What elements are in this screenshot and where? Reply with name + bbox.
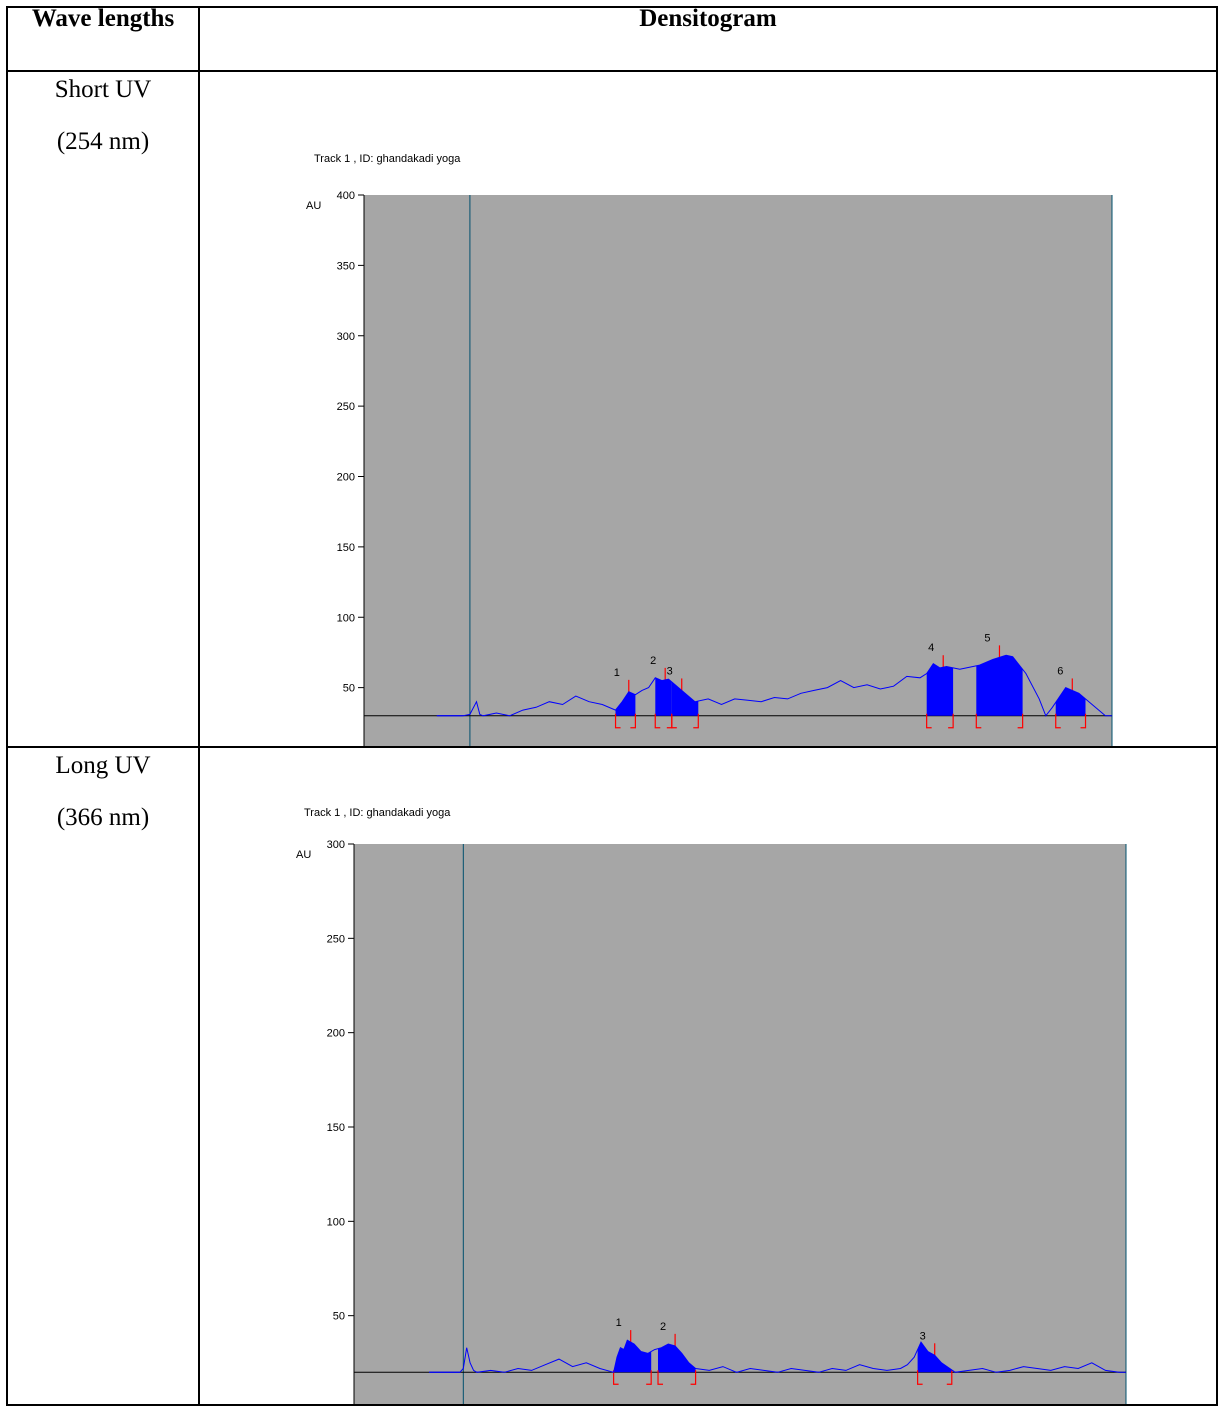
peak-end-bracket bbox=[693, 713, 699, 729]
plot-area bbox=[364, 195, 1112, 746]
densitogram-table: Wave lengths Densitogram Short UV (254 n… bbox=[6, 6, 1218, 1406]
y-tick-label: 100 bbox=[337, 612, 355, 624]
peak-start-bracket bbox=[657, 1370, 664, 1385]
peak-label: 3 bbox=[920, 1330, 926, 1342]
wavelength-header: Wave lengths bbox=[6, 6, 200, 72]
densitogram-header: Densitogram bbox=[198, 6, 1218, 72]
short-uv-chart-cell: Track 1 , ID: ghandakadi yoga05010015020… bbox=[198, 70, 1218, 748]
peak-area bbox=[976, 655, 1023, 716]
peak-area bbox=[655, 677, 672, 716]
peak-end-bracket bbox=[946, 1370, 953, 1385]
y-tick-label: 250 bbox=[327, 933, 345, 945]
y-tick-label: 100 bbox=[327, 1216, 345, 1228]
y-tick-label: 200 bbox=[327, 1028, 345, 1040]
y-tick-label: 50 bbox=[333, 1311, 345, 1323]
peak-area bbox=[658, 1344, 696, 1373]
peak-start-bracket bbox=[917, 1370, 923, 1385]
y-axis-label: AU bbox=[306, 200, 321, 212]
peak-end-bracket bbox=[1017, 713, 1024, 729]
chart-title: Track 1 , ID: ghandakadi yoga bbox=[314, 153, 461, 165]
short-uv-densitogram: Track 1 , ID: ghandakadi yoga05010015020… bbox=[306, 153, 1113, 746]
short-uv-cell: Short UV (254 nm) bbox=[6, 70, 200, 748]
peak-area bbox=[917, 1343, 952, 1373]
long-uv-cell: Long UV (366 nm) bbox=[6, 746, 200, 1406]
peak-end-bracket bbox=[948, 713, 954, 729]
peak-area bbox=[613, 1340, 652, 1373]
short-uv-label: Short UV bbox=[54, 76, 152, 103]
peak-end-bracket bbox=[690, 1370, 697, 1385]
peak-label: 5 bbox=[984, 632, 990, 644]
peak-label: 1 bbox=[616, 1317, 622, 1329]
peak-label: 3 bbox=[667, 665, 673, 677]
y-tick-label: 250 bbox=[337, 401, 355, 413]
peak-area bbox=[926, 663, 954, 716]
short-uv-wavelength: (254 nm) bbox=[56, 128, 150, 155]
short-uv-row: Short UV (254 nm) Track 1 , ID: ghandaka… bbox=[6, 70, 1218, 748]
y-tick-label: 150 bbox=[327, 1122, 345, 1134]
peak-start-bracket bbox=[1055, 713, 1061, 729]
peak-label: 2 bbox=[650, 655, 656, 667]
header-row: Wave lengths Densitogram bbox=[6, 6, 1218, 72]
peak-label: 1 bbox=[614, 667, 620, 679]
y-tick-label: 300 bbox=[337, 331, 355, 343]
long-uv-densitogram: Track 1 , ID: ghandakadi yoga05010015020… bbox=[296, 807, 1127, 1404]
long-uv-chart-cell: Track 1 , ID: ghandakadi yoga05010015020… bbox=[198, 746, 1218, 1406]
peak-start-bracket bbox=[613, 1370, 619, 1385]
peak-label: 2 bbox=[660, 1321, 666, 1333]
y-tick-label: 350 bbox=[337, 260, 355, 272]
densitogram-trace bbox=[436, 654, 1112, 717]
peak-label: 4 bbox=[928, 642, 934, 654]
chart-title: Track 1 , ID: ghandakadi yoga bbox=[304, 807, 451, 819]
peak-end-bracket bbox=[630, 713, 636, 729]
y-tick-label: 200 bbox=[337, 472, 355, 484]
long-uv-label: Long UV bbox=[55, 752, 151, 779]
peak-area bbox=[1055, 687, 1086, 716]
peak-start-bracket bbox=[654, 713, 661, 729]
y-tick-label: 150 bbox=[337, 542, 355, 554]
long-uv-wavelength: (366 nm) bbox=[56, 804, 150, 831]
y-tick-label: 300 bbox=[327, 839, 345, 851]
y-tick-label: 400 bbox=[337, 190, 355, 202]
peak-label: 6 bbox=[1057, 665, 1063, 677]
peak-start-bracket bbox=[926, 713, 932, 729]
peak-area bbox=[615, 691, 636, 716]
plot-area bbox=[354, 844, 1126, 1404]
y-axis-label: AU bbox=[296, 849, 311, 861]
peak-end-bracket bbox=[646, 1370, 652, 1385]
peak-area bbox=[671, 682, 699, 716]
peak-start-bracket bbox=[614, 713, 621, 729]
peak-start-bracket bbox=[671, 713, 677, 729]
peak-start-bracket bbox=[975, 713, 982, 729]
densitogram-trace bbox=[429, 1339, 1126, 1373]
long-uv-row: Long UV (366 nm) Track 1 , ID: ghandakad… bbox=[6, 746, 1218, 1406]
peak-end-bracket bbox=[1080, 713, 1087, 729]
y-tick-label: 50 bbox=[343, 683, 355, 695]
